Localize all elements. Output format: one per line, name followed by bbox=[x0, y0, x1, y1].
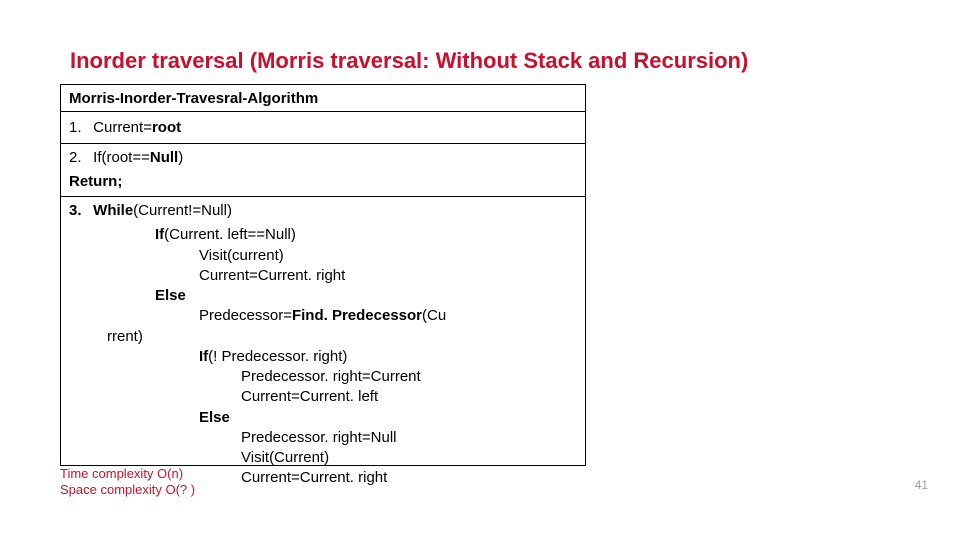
slide-title: Inorder traversal (Morris traversal: Wit… bbox=[70, 48, 748, 74]
if1-cond: (Current. left==Null) bbox=[164, 226, 296, 243]
predecessor-assign-cont: rrent) bbox=[69, 327, 577, 347]
step-1-root: root bbox=[152, 119, 181, 136]
page-number: 41 bbox=[915, 478, 928, 492]
algorithm-header: Morris-Inorder-Travesral-Algorithm bbox=[61, 89, 585, 112]
while-kw: While bbox=[93, 202, 133, 219]
pred-b: Find. Predecessor bbox=[292, 307, 422, 324]
else1-kw: Else bbox=[155, 287, 186, 304]
visit-current-1: Visit(current) bbox=[69, 246, 577, 266]
step-2-if-c: ) bbox=[178, 149, 183, 166]
pred-right-null: Predecessor. right=Null bbox=[69, 428, 577, 448]
step-2: 2. If(root==Null) bbox=[69, 148, 577, 168]
complexity-note: Time complexity O(n) Space complexity O(… bbox=[60, 466, 195, 499]
pred-right-current: Predecessor. right=Current bbox=[69, 367, 577, 387]
step-1: 1. Current=root bbox=[61, 118, 585, 143]
step-2-if-a: If(root== bbox=[93, 149, 150, 166]
predecessor-assign: Predecessor=Find. Predecessor(Cu bbox=[69, 306, 577, 326]
else2-kw: Else bbox=[199, 409, 230, 426]
if1-kw: If bbox=[155, 226, 164, 243]
if-left-null: If(Current. left==Null) bbox=[69, 225, 577, 245]
pred-c: (Cu bbox=[422, 307, 446, 324]
step-2-num: 2. bbox=[69, 148, 89, 168]
algorithm-box: Morris-Inorder-Travesral-Algorithm 1. Cu… bbox=[60, 84, 586, 466]
if-pred-right: If(! Predecessor. right) bbox=[69, 347, 577, 367]
step-3: 3. While(Current!=Null) bbox=[69, 201, 577, 221]
if2-cond: (! Predecessor. right) bbox=[208, 348, 347, 365]
pred-a: Predecessor= bbox=[199, 307, 292, 324]
space-complexity: Space complexity O(? ) bbox=[60, 482, 195, 498]
step-1-text-a: Current= bbox=[93, 119, 152, 136]
current-right-1: Current=Current. right bbox=[69, 266, 577, 286]
time-complexity: Time complexity O(n) bbox=[60, 466, 195, 482]
return-kw: Return; bbox=[69, 173, 122, 190]
step-2-return: Return; bbox=[61, 172, 585, 197]
step-1-num: 1. bbox=[69, 118, 89, 138]
while-cond: (Current!=Null) bbox=[133, 202, 232, 219]
step-3-num: 3. bbox=[69, 201, 89, 221]
current-left: Current=Current. left bbox=[69, 387, 577, 407]
step-2-null: Null bbox=[150, 149, 178, 166]
else-1: Else bbox=[69, 286, 577, 306]
slide: Inorder traversal (Morris traversal: Wit… bbox=[0, 0, 960, 540]
else-2: Else bbox=[69, 408, 577, 428]
if2-kw: If bbox=[199, 348, 208, 365]
